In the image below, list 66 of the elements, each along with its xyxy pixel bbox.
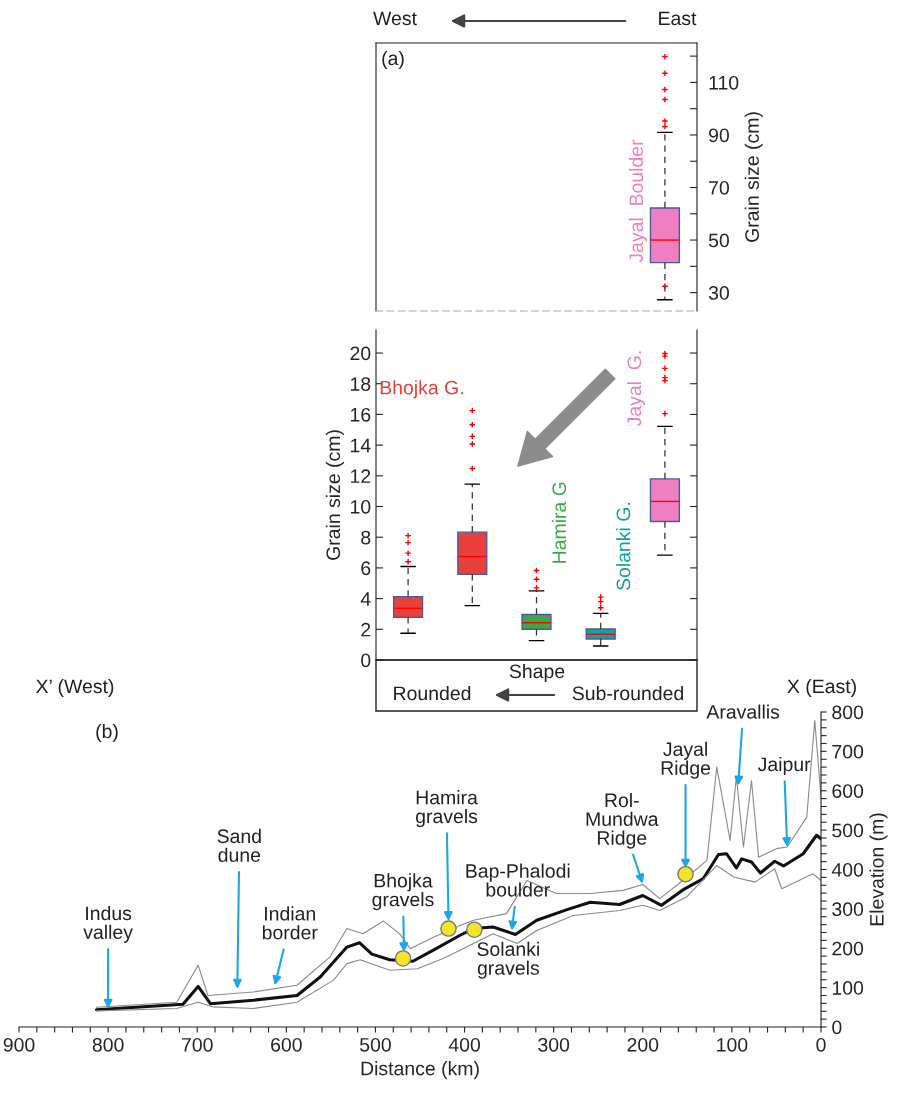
y-tick-label: 200 <box>832 941 864 956</box>
annotation: Jayal Ridge <box>661 741 711 779</box>
x-tick-label: 900 <box>3 1037 35 1052</box>
x-tick-label: 300 <box>538 1037 570 1052</box>
annotation: Bhojka gravels <box>372 873 434 911</box>
x-tick-label: 0 <box>816 1037 826 1052</box>
point <box>394 950 412 967</box>
y-tick-label: 18 <box>351 377 371 391</box>
annotation: Aravallis <box>706 704 780 719</box>
text: West <box>373 11 417 26</box>
x-tick-label: 200 <box>627 1037 659 1052</box>
y-tick-label: 90 <box>709 128 729 143</box>
y-tick-label: 0 <box>361 653 371 668</box>
y-tick-label: 10 <box>351 499 371 514</box>
x-axis-title: Distance (km) <box>361 1061 479 1080</box>
y-tick-label: 20 <box>350 346 371 361</box>
point <box>466 921 483 939</box>
y-tick-label: 100 <box>832 981 864 995</box>
y-tick-label: 300 <box>832 902 864 917</box>
y-axis-title: Grain size (cm) <box>325 430 344 560</box>
text: Shape <box>509 663 565 683</box>
y-tick-label: 30 <box>708 286 729 300</box>
y-tick-label: 70 <box>709 180 729 195</box>
y-tick-label: 700 <box>832 744 864 759</box>
text: Sub-rounded <box>572 685 683 701</box>
x-tick-label: 800 <box>92 1037 124 1052</box>
x-tick-label: 600 <box>271 1037 302 1052</box>
annotation: (a) <box>382 50 404 70</box>
annotation: Indian border <box>262 906 318 940</box>
point <box>677 865 694 883</box>
annotation: Solanki gravels <box>477 941 539 979</box>
point <box>440 920 457 937</box>
text: X’ (West) <box>36 678 114 698</box>
annotation: Sand dune <box>217 828 261 862</box>
text: Jayal G. <box>626 351 646 427</box>
y-tick-label: 16 <box>351 407 371 422</box>
y-tick-label: 500 <box>832 823 864 838</box>
y-tick-label: 6 <box>361 561 371 576</box>
text: Rounded <box>394 685 471 701</box>
text: Bhojka G. <box>380 380 463 399</box>
text: Solanki G. <box>616 503 631 591</box>
x-tick-label: 700 <box>182 1037 213 1052</box>
annotation: Jaipur <box>757 756 811 776</box>
annotation: (b) <box>96 723 118 743</box>
y-tick-label: 0 <box>832 1020 842 1035</box>
y-tick-label: 8 <box>361 530 371 545</box>
text: Jayal Boulder <box>628 139 647 263</box>
annotation: Bap-Phalodi boulder <box>466 863 570 897</box>
y-tick-label: 110 <box>709 75 739 90</box>
annotation: Hamira gravels <box>415 790 478 828</box>
text: Hamira G <box>551 482 567 563</box>
y-tick-label: 400 <box>831 862 864 877</box>
annotation: Rol- Mundwa Ridge <box>586 792 659 849</box>
y-tick-label: 50 <box>708 233 729 248</box>
x-tick-label: 400 <box>448 1037 481 1052</box>
y-tick-label: 4 <box>360 592 371 606</box>
y-tick-label: 2 <box>361 622 371 637</box>
annotation: Indus valley <box>83 905 133 943</box>
y-axis-title: Grain size (cm) <box>744 112 763 242</box>
y-axis-title: Elevation (m) <box>869 813 888 926</box>
y-tick-label: 800 <box>832 705 864 720</box>
text: East <box>659 11 697 26</box>
text: X (East) <box>787 678 856 698</box>
y-tick-label: 14 <box>351 438 371 453</box>
y-tick-label: 12 <box>351 469 371 483</box>
y-tick-label: 600 <box>832 784 864 798</box>
